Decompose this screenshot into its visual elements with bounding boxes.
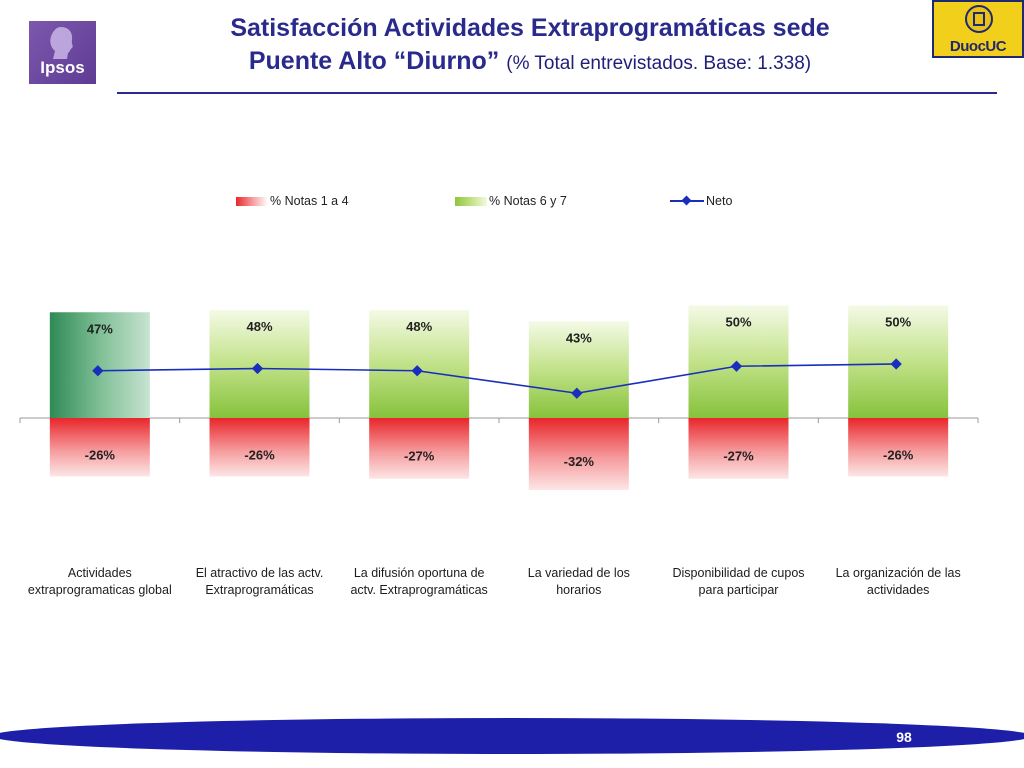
data-label-negative: -32% (564, 454, 595, 469)
data-label-negative: -26% (883, 447, 914, 462)
duoc-logo: DuocUC (932, 0, 1024, 58)
page-title: Satisfacción Actividades Extraprogramáti… (120, 12, 940, 80)
bar-notas-6-7 (369, 310, 470, 418)
category-label-line: Extraprogramáticas (205, 583, 314, 597)
category-label: El atractivo de las actv. Extraprogramáti… (175, 565, 345, 599)
bar-notas-1-4 (369, 418, 470, 479)
bar-notas-1-4 (848, 418, 949, 477)
bar-notas-6-7 (528, 321, 629, 418)
legend-item-positive: % Notas 6 y 7 (455, 194, 567, 208)
legend-label-positive: % Notas 6 y 7 (489, 194, 567, 208)
category-label-line: Actividades (67, 566, 132, 580)
category-label: La difusión oportuna de actv. Extraprogra… (334, 565, 504, 599)
category-label-line: para participar (698, 583, 779, 597)
category-label-line: Disponibilidad de cupos (672, 566, 805, 580)
title-line-1: Satisfacción Actividades Extraprogramáti… (230, 14, 830, 42)
ipsos-logo: Ipsos (29, 21, 96, 84)
net-line (97, 363, 897, 395)
bar-notas-1-4 (209, 418, 310, 477)
data-label-positive: 48% (406, 319, 432, 334)
head-silhouette-icon (50, 27, 73, 59)
bar-notas-6-7 (688, 305, 789, 418)
category-label-line: La difusión oportuna de (353, 566, 485, 580)
data-label-positive: 50% (885, 315, 911, 330)
net-point (890, 358, 902, 370)
legend-swatch-negative (236, 196, 268, 206)
bar-notas-1-4 (528, 418, 629, 490)
net-point (571, 387, 583, 399)
duoc-logo-text: DuocUC (949, 38, 1007, 55)
net-point (251, 362, 264, 375)
chart-legend: % Notas 1 a 4 % Notas 6 y 7 Neto (0, 194, 1024, 214)
category-label-line: actv. Extraprogramáticas (350, 583, 488, 597)
legend-item-net: Neto (670, 194, 732, 208)
data-label-negative: -26% (244, 447, 275, 462)
data-label-negative: -26% (85, 447, 116, 462)
title-main: Puente Alto “Diurno” (248, 47, 500, 75)
page-number: 98 (896, 729, 912, 745)
category-label: La organización de las actividades (813, 565, 983, 599)
title-divider (117, 92, 997, 94)
category-label: Disponibilidad de cupos para participar (654, 565, 824, 599)
title-note: (% Total entrevistados. Base: 1.338) (506, 53, 812, 74)
category-label-line: actividades (866, 583, 930, 597)
bar-notas-6-7 (209, 310, 310, 418)
data-label-negative: -27% (723, 448, 754, 463)
category-label: La variedad de los horarios (494, 565, 664, 599)
title-line-2: Puente Alto “Diurno” (% Total entrevista… (120, 45, 940, 80)
category-label: Actividades extraprogramaticas global (15, 565, 185, 599)
footer-band (0, 718, 1024, 754)
net-point (730, 360, 743, 372)
bar-notas-6-7 (49, 312, 150, 418)
category-label-line: horarios (556, 583, 602, 597)
bar-notas-1-4 (49, 418, 150, 477)
data-label-negative: -27% (404, 448, 435, 463)
net-point (411, 365, 423, 377)
data-label-positive: 43% (566, 330, 592, 345)
category-label-line: La variedad de los (527, 566, 630, 580)
bar-notas-1-4 (688, 418, 789, 479)
crest-icon (965, 5, 993, 33)
category-label-line: El atractivo de las actv. (195, 566, 324, 580)
data-label-positive: 48% (246, 319, 272, 334)
category-label-line: extraprogramaticas global (27, 583, 172, 597)
data-label-positive: 50% (725, 315, 751, 330)
legend-swatch-net (670, 196, 704, 206)
legend-label-net: Neto (706, 194, 733, 208)
category-label-line: La organización de las (835, 566, 961, 580)
legend-swatch-positive (455, 196, 487, 206)
legend-item-negative: % Notas 1 a 4 (236, 194, 349, 208)
data-label-positive: 47% (87, 321, 113, 336)
legend-label-negative: % Notas 1 a 4 (270, 194, 349, 208)
ipsos-logo-text: Ipsos (40, 58, 85, 77)
